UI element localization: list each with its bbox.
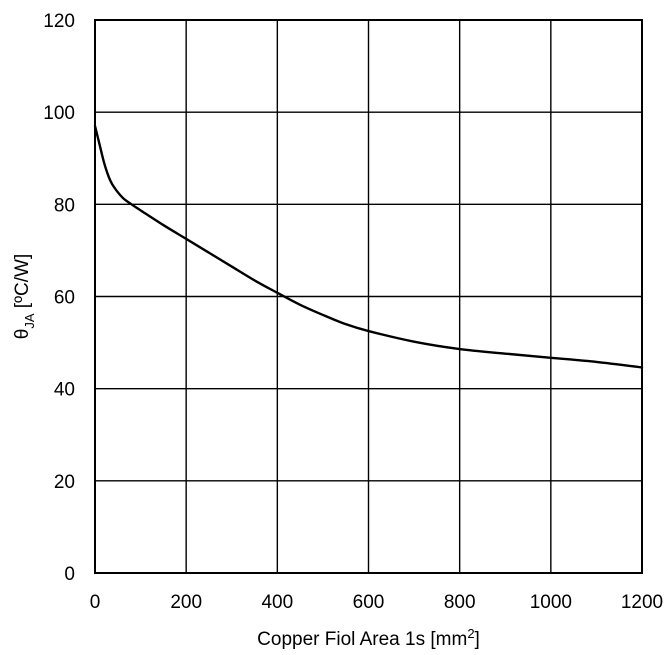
y-tick-label: 40 (54, 380, 75, 401)
x-axis-label-suffix: ] (475, 629, 480, 650)
x-axis-label-main: Copper Fiol Area 1s [mm (257, 629, 467, 650)
y-axis-label-main: θ (12, 329, 33, 340)
x-axis-label-superscript: 2 (467, 626, 474, 641)
y-axis-label: θJA [ºC/W] (12, 254, 37, 339)
y-tick-label: 60 (54, 288, 75, 309)
y-tick-label: 100 (43, 103, 75, 124)
y-tick-label: 0 (64, 564, 75, 585)
y-tick-label: 120 (43, 11, 75, 32)
x-axis-label: Copper Fiol Area 1s [mm2] (257, 626, 480, 650)
series-line (93, 124, 644, 369)
grid-lines (95, 20, 642, 573)
x-tick-label: 0 (90, 592, 101, 613)
y-axis-label-suffix: [ºC/W] (12, 254, 33, 314)
plot-area (94, 19, 643, 574)
x-tick-label: 800 (444, 592, 476, 613)
x-tick-label: 1200 (621, 592, 663, 613)
x-tick-label: 200 (170, 592, 202, 613)
y-tick-label: 20 (54, 472, 75, 493)
x-tick-label: 1000 (530, 592, 572, 613)
tick-labels: 0 200 400 600 800 1000 1200 0 20 40 60 80 100 120 (43, 11, 663, 613)
y-tick-label: 80 (54, 195, 75, 216)
x-tick-label: 400 (261, 592, 293, 613)
y-axis-label-subscript: JA (22, 313, 37, 329)
series-layer (93, 124, 644, 369)
x-tick-label: 600 (353, 592, 385, 613)
